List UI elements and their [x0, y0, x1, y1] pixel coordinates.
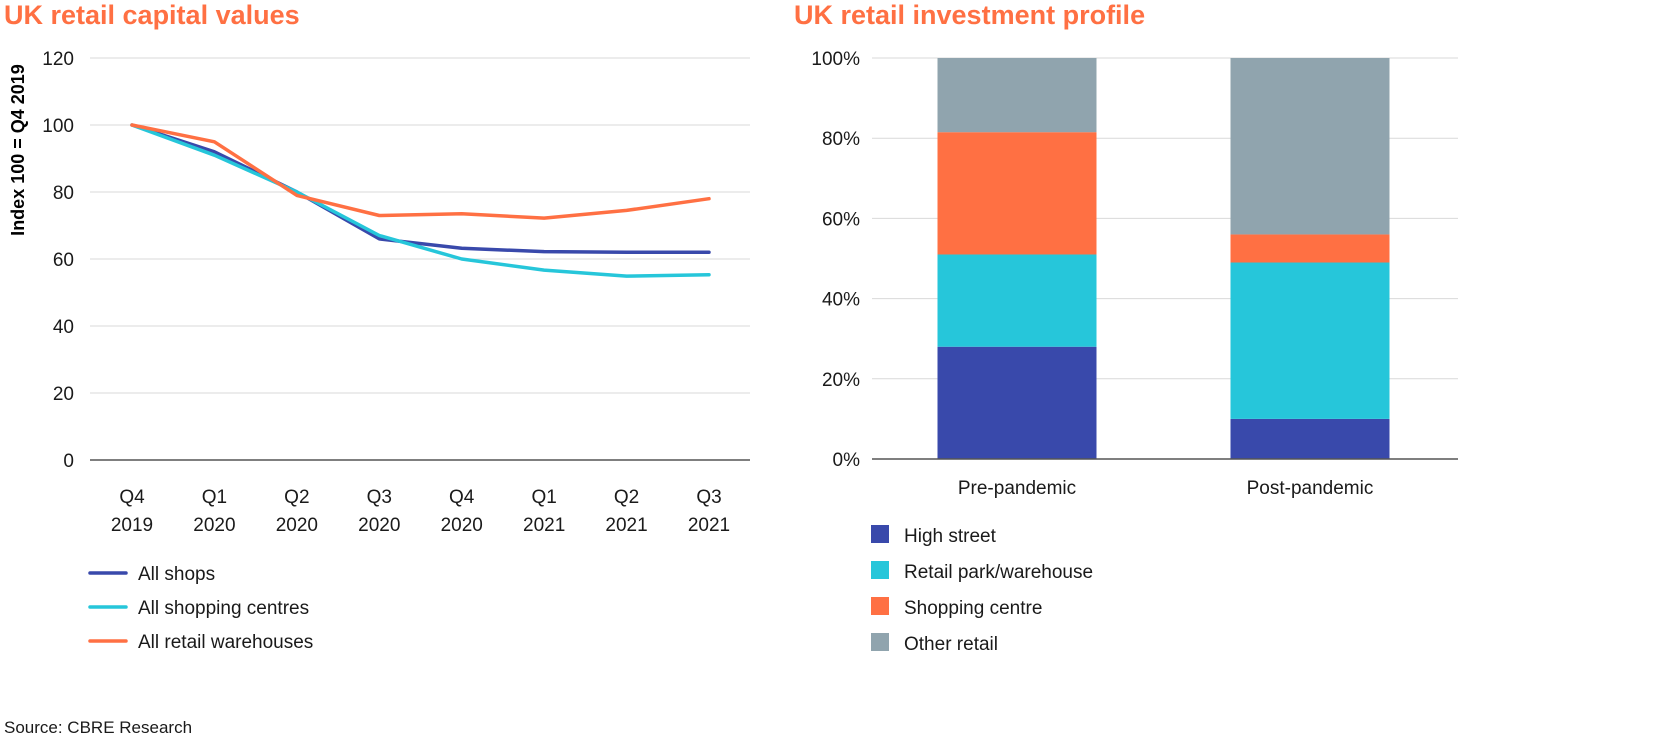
x-tick-label: 2020	[193, 515, 235, 536]
bar-segment	[937, 132, 1097, 255]
y-axis-label: Index 100 = Q4 2019	[8, 64, 28, 236]
x-tick-label: Q3	[696, 487, 721, 508]
bar-segment	[937, 254, 1097, 347]
x-tick-label: 2020	[276, 515, 318, 536]
bar-chart-title: UK retail investment profile	[794, 0, 1146, 30]
y-tick-label: 60%	[822, 209, 860, 230]
y-tick-label: 100	[42, 116, 74, 137]
series-line	[130, 123, 711, 220]
series-line	[130, 123, 711, 278]
bar-segment	[1230, 262, 1390, 419]
legend-swatch	[871, 525, 889, 543]
x-tick-label: 2020	[441, 515, 483, 536]
y-tick-label: 20%	[822, 370, 860, 391]
line-chart-title: UK retail capital values	[4, 0, 300, 30]
source-note: Source: CBRE Research	[4, 718, 193, 737]
y-tick-label: 80%	[822, 129, 860, 150]
stacked-bar-chart: 0% 20% 40% 60% 80% 100% Pre-pandemic Post-pande…	[811, 49, 1458, 655]
y-tick-label: 120	[42, 49, 74, 70]
bar-segment	[937, 58, 1097, 133]
legend-label: All shopping centres	[138, 598, 309, 619]
y-tick-label: 40	[53, 317, 74, 338]
legend-label: Retail park/warehouse	[904, 562, 1093, 583]
legend-label: Shopping centre	[904, 598, 1042, 619]
x-tick-label: Q4	[449, 487, 475, 508]
x-tick-label: Q4	[119, 487, 145, 508]
legend-swatch	[871, 561, 889, 579]
x-tick-label: Q1	[531, 487, 556, 508]
legend-label: High street	[904, 526, 997, 547]
bar-segment	[1230, 418, 1390, 459]
legend-swatch	[871, 633, 889, 651]
y-tick-label: 100%	[811, 49, 860, 70]
y-tick-label: 0%	[833, 450, 861, 471]
x-tick-label: 2021	[523, 515, 565, 536]
x-tick-label: 2021	[688, 515, 730, 536]
x-tick-label: Pre-pandemic	[958, 478, 1076, 499]
legend-swatch	[871, 597, 889, 615]
x-tick-label: Post-pandemic	[1247, 478, 1374, 499]
legend-label: All shops	[138, 564, 215, 585]
x-tick-label: 2019	[111, 515, 153, 536]
line-chart: 0 20 40 60 80 100 120 Index 100 = Q4 2019 Q4 2019…	[8, 49, 750, 653]
y-tick-label: 80	[53, 183, 74, 204]
y-tick-label: 40%	[822, 290, 860, 311]
y-tick-label: 0	[63, 451, 74, 472]
x-tick-label: Q1	[202, 487, 227, 508]
x-tick-label: Q3	[367, 487, 392, 508]
bar-segment	[1230, 58, 1390, 235]
x-tick-label: 2021	[605, 515, 647, 536]
bar-segment	[1230, 234, 1390, 263]
x-tick-label: Q2	[614, 487, 639, 508]
legend-label: All retail warehouses	[138, 632, 313, 653]
x-tick-label: Q2	[284, 487, 309, 508]
y-tick-label: 20	[53, 384, 74, 405]
legend-label: Other retail	[904, 634, 998, 655]
bar-segment	[937, 346, 1097, 459]
series-line	[130, 123, 711, 255]
y-tick-label: 60	[53, 250, 74, 271]
x-tick-label: 2020	[358, 515, 400, 536]
